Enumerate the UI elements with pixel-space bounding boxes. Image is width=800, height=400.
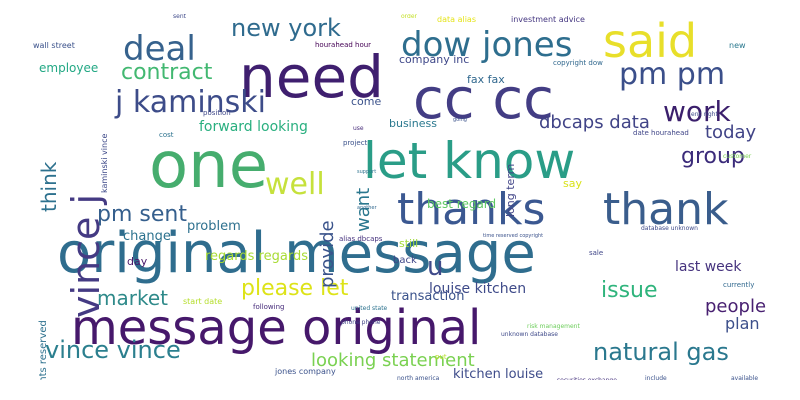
cloud-word: new york: [231, 14, 341, 42]
cloud-word: customer: [723, 153, 752, 160]
cloud-word: business: [389, 117, 437, 130]
cloud-word: include: [645, 375, 667, 381]
cloud-word: sent: [173, 14, 186, 20]
cloud-word: phone phone: [341, 319, 381, 326]
cloud-word: position: [203, 109, 231, 117]
cloud-word: vince vince: [45, 336, 181, 364]
cloud-word: cost: [159, 131, 174, 139]
cloud-word: still: [399, 237, 419, 250]
cloud-word: alias dbcaps: [339, 235, 383, 243]
word-cloud: original message message original one le…: [27, 14, 767, 380]
cloud-word: another: [357, 205, 377, 211]
cloud-word: provide: [317, 220, 338, 288]
cloud-word: dbcaps data: [539, 112, 650, 133]
cloud-word: change: [123, 229, 171, 244]
cloud-word: forward looking: [199, 119, 308, 135]
cloud-word: risk management: [527, 323, 580, 330]
cloud-word: investment advice: [511, 15, 585, 24]
cloud-word: united state: [351, 305, 388, 312]
cloud-word: transaction: [391, 289, 465, 304]
cloud-word: contract: [121, 60, 213, 85]
cloud-word: well: [265, 167, 325, 202]
cloud-word: best regard: [427, 197, 497, 211]
cloud-word: cc cc: [413, 67, 554, 132]
cloud-word: enc right: [691, 111, 718, 118]
cloud-word: jones company: [275, 367, 336, 376]
cloud-word: unknown database: [501, 331, 558, 338]
cloud-word: issue: [601, 278, 658, 303]
cloud-word: pm sent: [97, 202, 187, 227]
cloud-word: day: [127, 255, 148, 268]
cloud-word: kaminski vince: [100, 133, 109, 193]
cloud-word: one: [149, 129, 269, 203]
cloud-word: last week: [675, 259, 742, 275]
cloud-word: let know: [363, 132, 576, 190]
cloud-word: sale: [589, 249, 604, 257]
cloud-word: time reserved copyright: [483, 233, 544, 239]
cloud-word: plan: [725, 314, 760, 333]
cloud-word: today: [705, 122, 757, 143]
cloud-word: copyright dow: [553, 59, 603, 67]
cloud-word: fax fax: [467, 73, 505, 86]
cloud-word: rights reserved: [38, 320, 49, 380]
cloud-word: start date: [183, 297, 223, 306]
cloud-word: support: [357, 169, 377, 175]
cloud-word: going: [453, 117, 467, 123]
cloud-word: new: [729, 41, 746, 50]
cloud-word: hourahead hour: [315, 41, 372, 49]
cloud-word: dow jones: [401, 25, 573, 65]
cloud-word: use: [353, 125, 364, 132]
cloud-word: order: [401, 14, 417, 20]
cloud-word: back: [393, 255, 417, 266]
cloud-word: regards regards: [205, 249, 308, 264]
cloud-word: people: [705, 296, 767, 317]
cloud-word: deal: [123, 29, 196, 69]
cloud-word: problem: [187, 219, 241, 234]
cloud-word: thanks: [397, 184, 546, 235]
cloud-word: please let: [241, 276, 349, 301]
cloud-word: data alias: [437, 15, 476, 24]
cloud-word: think: [37, 161, 61, 212]
cloud-word: pm pm: [619, 57, 726, 92]
cloud-word: north america: [397, 375, 440, 381]
cloud-word: currently: [723, 281, 755, 289]
cloud-word: wall street: [33, 41, 75, 50]
cloud-word: need: [239, 43, 384, 111]
cloud-word: original message: [57, 221, 536, 286]
cloud-word: j kaminski: [115, 85, 267, 120]
cloud-word: u: [427, 252, 444, 282]
cloud-word: come: [351, 95, 382, 108]
cloud-word: company inc: [399, 53, 470, 66]
cloud-word: looking statement: [311, 350, 475, 371]
cloud-word: message original: [71, 300, 482, 356]
cloud-word: kitchen louise: [453, 367, 544, 380]
cloud-word: work: [663, 95, 731, 128]
cloud-word: securities exchange: [557, 378, 617, 381]
cloud-word: louise kitchen: [429, 281, 527, 297]
cloud-word: employee: [39, 61, 99, 75]
cloud-word: thank: [603, 184, 729, 235]
cloud-word: market: [97, 286, 168, 310]
cloud-word: long term: [504, 163, 517, 217]
cloud-word: available: [731, 375, 759, 381]
cloud-word: natural gas: [593, 338, 729, 366]
cloud-word: put: [435, 353, 447, 361]
cloud-word: date hourahead: [633, 129, 689, 137]
cloud-word: database unknown: [641, 225, 698, 232]
cloud-word: group: [681, 144, 745, 169]
cloud-word: said: [603, 14, 698, 68]
cloud-word: following: [253, 303, 285, 311]
cloud-word: say: [563, 177, 582, 190]
cloud-word: project: [343, 139, 368, 147]
